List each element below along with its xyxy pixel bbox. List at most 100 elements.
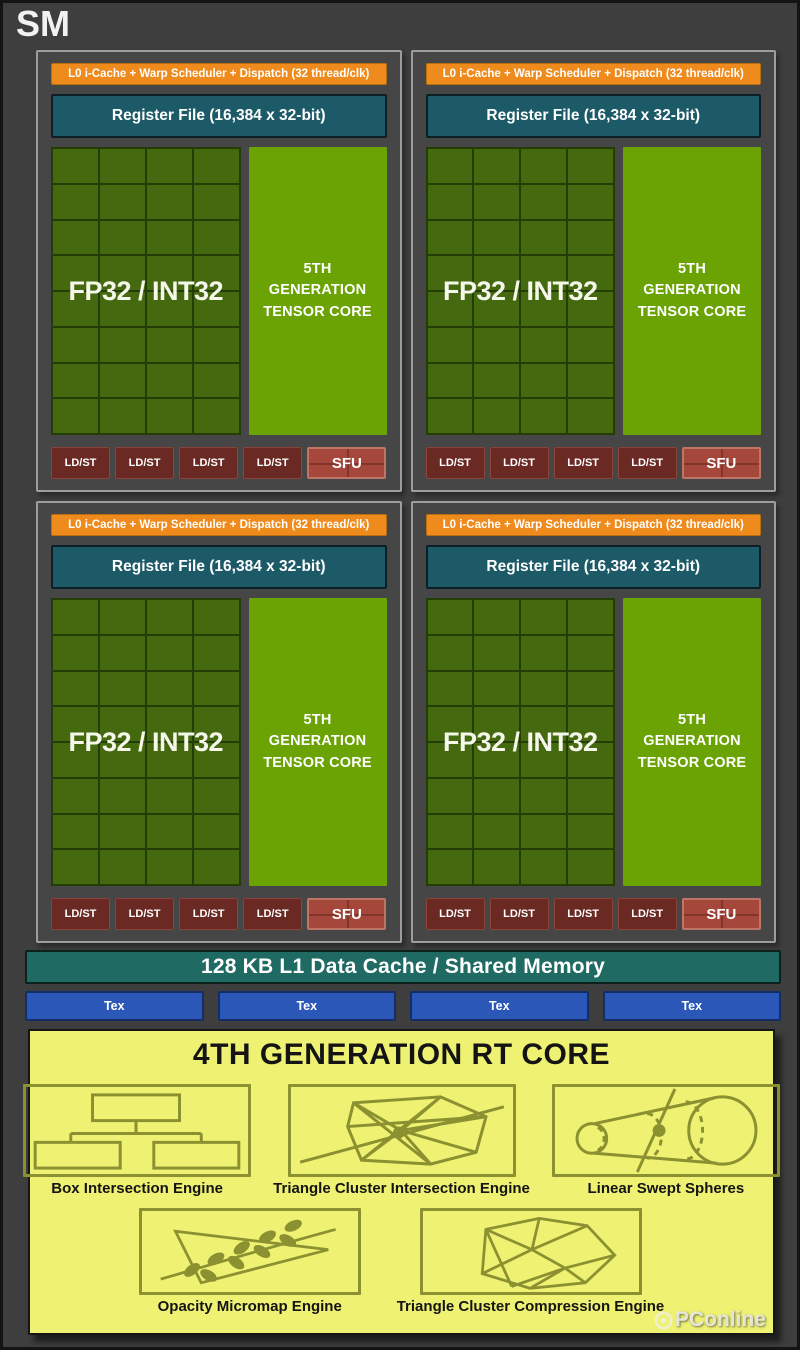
fp32-core-cell <box>474 327 520 362</box>
fp32-core-cell <box>568 327 614 362</box>
tensor-core-block: 5TH GENERATION TENSOR CORE <box>623 147 761 435</box>
box-intersection-icon-box <box>23 1084 252 1177</box>
rt-core-title: 4TH GENERATION RT CORE <box>192 1038 611 1071</box>
fp32-int32-block: FP32 / INT32 <box>51 598 241 886</box>
fp32-core-cell <box>146 363 192 398</box>
fp32-core-cell <box>146 743 192 777</box>
fp32-core-cell <box>193 635 239 670</box>
rt-core-block: 4TH GENERATION RT CORE Box Intersection … <box>23 1029 780 1335</box>
fp32-core-cell <box>474 220 520 255</box>
fp32-core-cell <box>521 600 567 634</box>
fp32-core-cell <box>53 671 98 706</box>
ldst-row: LD/ST LD/ST LD/ST LD/ST SFU <box>51 898 387 930</box>
register-file-label: Register File (16,384 x 32-bit) <box>111 558 326 575</box>
fp32-core-cell <box>427 778 473 813</box>
engine-label: Triangle Cluster Intersection Engine <box>273 1180 530 1197</box>
fp32-core-cell <box>53 220 98 255</box>
tensor-core-line-3: TENSOR CORE <box>263 303 372 320</box>
fp32-core-cell <box>521 850 567 884</box>
fp32-core-grid <box>425 147 616 435</box>
fp32-core-cell <box>146 220 192 255</box>
sfu-unit: SFU <box>307 898 387 930</box>
sfu-unit: SFU <box>681 898 761 930</box>
fp32-core-cell <box>193 256 239 290</box>
fp32-core-cell <box>193 743 239 777</box>
triangle-mesh-ray-icon <box>299 1095 504 1166</box>
fp32-core-cell <box>146 635 192 670</box>
fp32-core-cell <box>99 778 145 813</box>
tensor-core-line-1: 5TH <box>303 261 332 278</box>
core-area: FP32 / INT32 5TH GENERATION TENSOR CORE <box>425 598 761 886</box>
fp32-core-cell <box>474 743 520 777</box>
fp32-core-cell <box>474 149 520 183</box>
fp32-core-cell <box>146 399 192 433</box>
fp32-core-cell <box>427 363 473 398</box>
tensor-core-line-2: GENERATION <box>268 733 367 750</box>
fp32-core-cell <box>193 778 239 813</box>
fp32-core-cell <box>53 600 98 634</box>
core-area: FP32 / INT32 5TH GENERATION TENSOR CORE <box>51 147 387 435</box>
fp32-core-cell <box>99 707 145 741</box>
fp32-core-cell <box>568 635 614 670</box>
fp32-core-cell <box>193 363 239 398</box>
fp32-core-cell <box>474 671 520 706</box>
fp32-core-cell <box>146 600 192 634</box>
tex-row: Tex Tex Tex Tex <box>25 991 781 1021</box>
tex-unit: Tex <box>25 991 204 1021</box>
sfu-label: SFU <box>706 454 737 472</box>
tensor-core-line-2: GENERATION <box>643 733 741 750</box>
fp32-core-cell <box>99 635 145 670</box>
fp32-core-cell <box>99 671 145 706</box>
fp32-core-cell <box>521 292 567 326</box>
fp32-core-cell <box>474 363 520 398</box>
pconline-logo-icon <box>654 1311 673 1329</box>
rt-engine-row-2: Opacity Micromap Engine Triangle Cluster… <box>30 1208 773 1317</box>
fp32-core-cell <box>99 399 145 433</box>
engine-label: Opacity Micromap Engine <box>157 1298 342 1315</box>
tex-unit: Tex <box>410 991 589 1021</box>
engine-box-intersection: Box Intersection Engine <box>23 1084 252 1199</box>
register-file-bar: Register File (16,384 x 32-bit) <box>51 545 387 589</box>
register-file-label: Register File (16,384 x 32-bit) <box>486 558 701 575</box>
fp32-core-cell <box>427 327 473 362</box>
ldst-row: LD/ST LD/ST LD/ST LD/ST SFU <box>425 447 762 479</box>
ldst-unit: LD/ST <box>425 447 485 479</box>
fp32-core-cell <box>193 707 239 741</box>
register-file-label: Register File (16,384 x 32-bit) <box>486 107 701 124</box>
fp32-core-cell <box>146 292 192 326</box>
fp32-core-cell <box>521 814 567 849</box>
ldst-unit: LD/ST <box>179 898 239 930</box>
engine-triangle-cluster-compression: Triangle Cluster Compression Engine <box>396 1208 665 1317</box>
engine-label: Triangle Cluster Compression Engine <box>396 1298 665 1315</box>
fp32-core-cell <box>53 327 98 362</box>
fp32-core-cell <box>53 778 98 813</box>
fp32-core-cell <box>146 256 192 290</box>
ldst-unit: LD/ST <box>617 447 677 479</box>
core-area: FP32 / INT32 5TH GENERATION TENSOR CORE <box>425 147 761 435</box>
fp32-core-cell <box>99 184 145 219</box>
fp32-core-cell <box>427 292 473 326</box>
fp32-core-cell <box>568 149 614 183</box>
fp32-core-cell <box>427 635 473 670</box>
l1-cache-bar: 128 KB L1 Data Cache / Shared Memory <box>25 950 781 984</box>
ldst-unit: LD/ST <box>617 898 677 930</box>
fp32-core-cell <box>427 707 473 741</box>
fp32-core-cell <box>521 220 567 255</box>
fp32-core-cell <box>99 256 145 290</box>
sm-title: SM <box>16 3 70 44</box>
triangle-cluster-compression-icon-box <box>419 1208 642 1295</box>
fp32-core-cell <box>99 850 145 884</box>
fp32-core-cell <box>146 149 192 183</box>
fp32-core-cell <box>193 814 239 849</box>
fp32-core-grid <box>425 598 616 886</box>
tensor-core-line-1: 5TH <box>678 261 707 278</box>
register-file-bar: Register File (16,384 x 32-bit) <box>425 94 761 138</box>
fp32-int32-block: FP32 / INT32 <box>425 598 616 886</box>
warp-scheduler-bar: L0 i-Cache + Warp Scheduler + Dispatch (… <box>425 63 761 85</box>
engine-linear-swept-spheres: Linear Swept Spheres <box>551 1084 780 1199</box>
warp-scheduler-label: L0 i-Cache + Warp Scheduler + Dispatch (… <box>68 68 370 80</box>
engine-label: Box Intersection Engine <box>51 1180 223 1197</box>
fp32-core-grid <box>51 598 241 886</box>
l1-cache-label: 128 KB L1 Data Cache / Shared Memory <box>200 955 606 978</box>
fp32-core-cell <box>99 814 145 849</box>
